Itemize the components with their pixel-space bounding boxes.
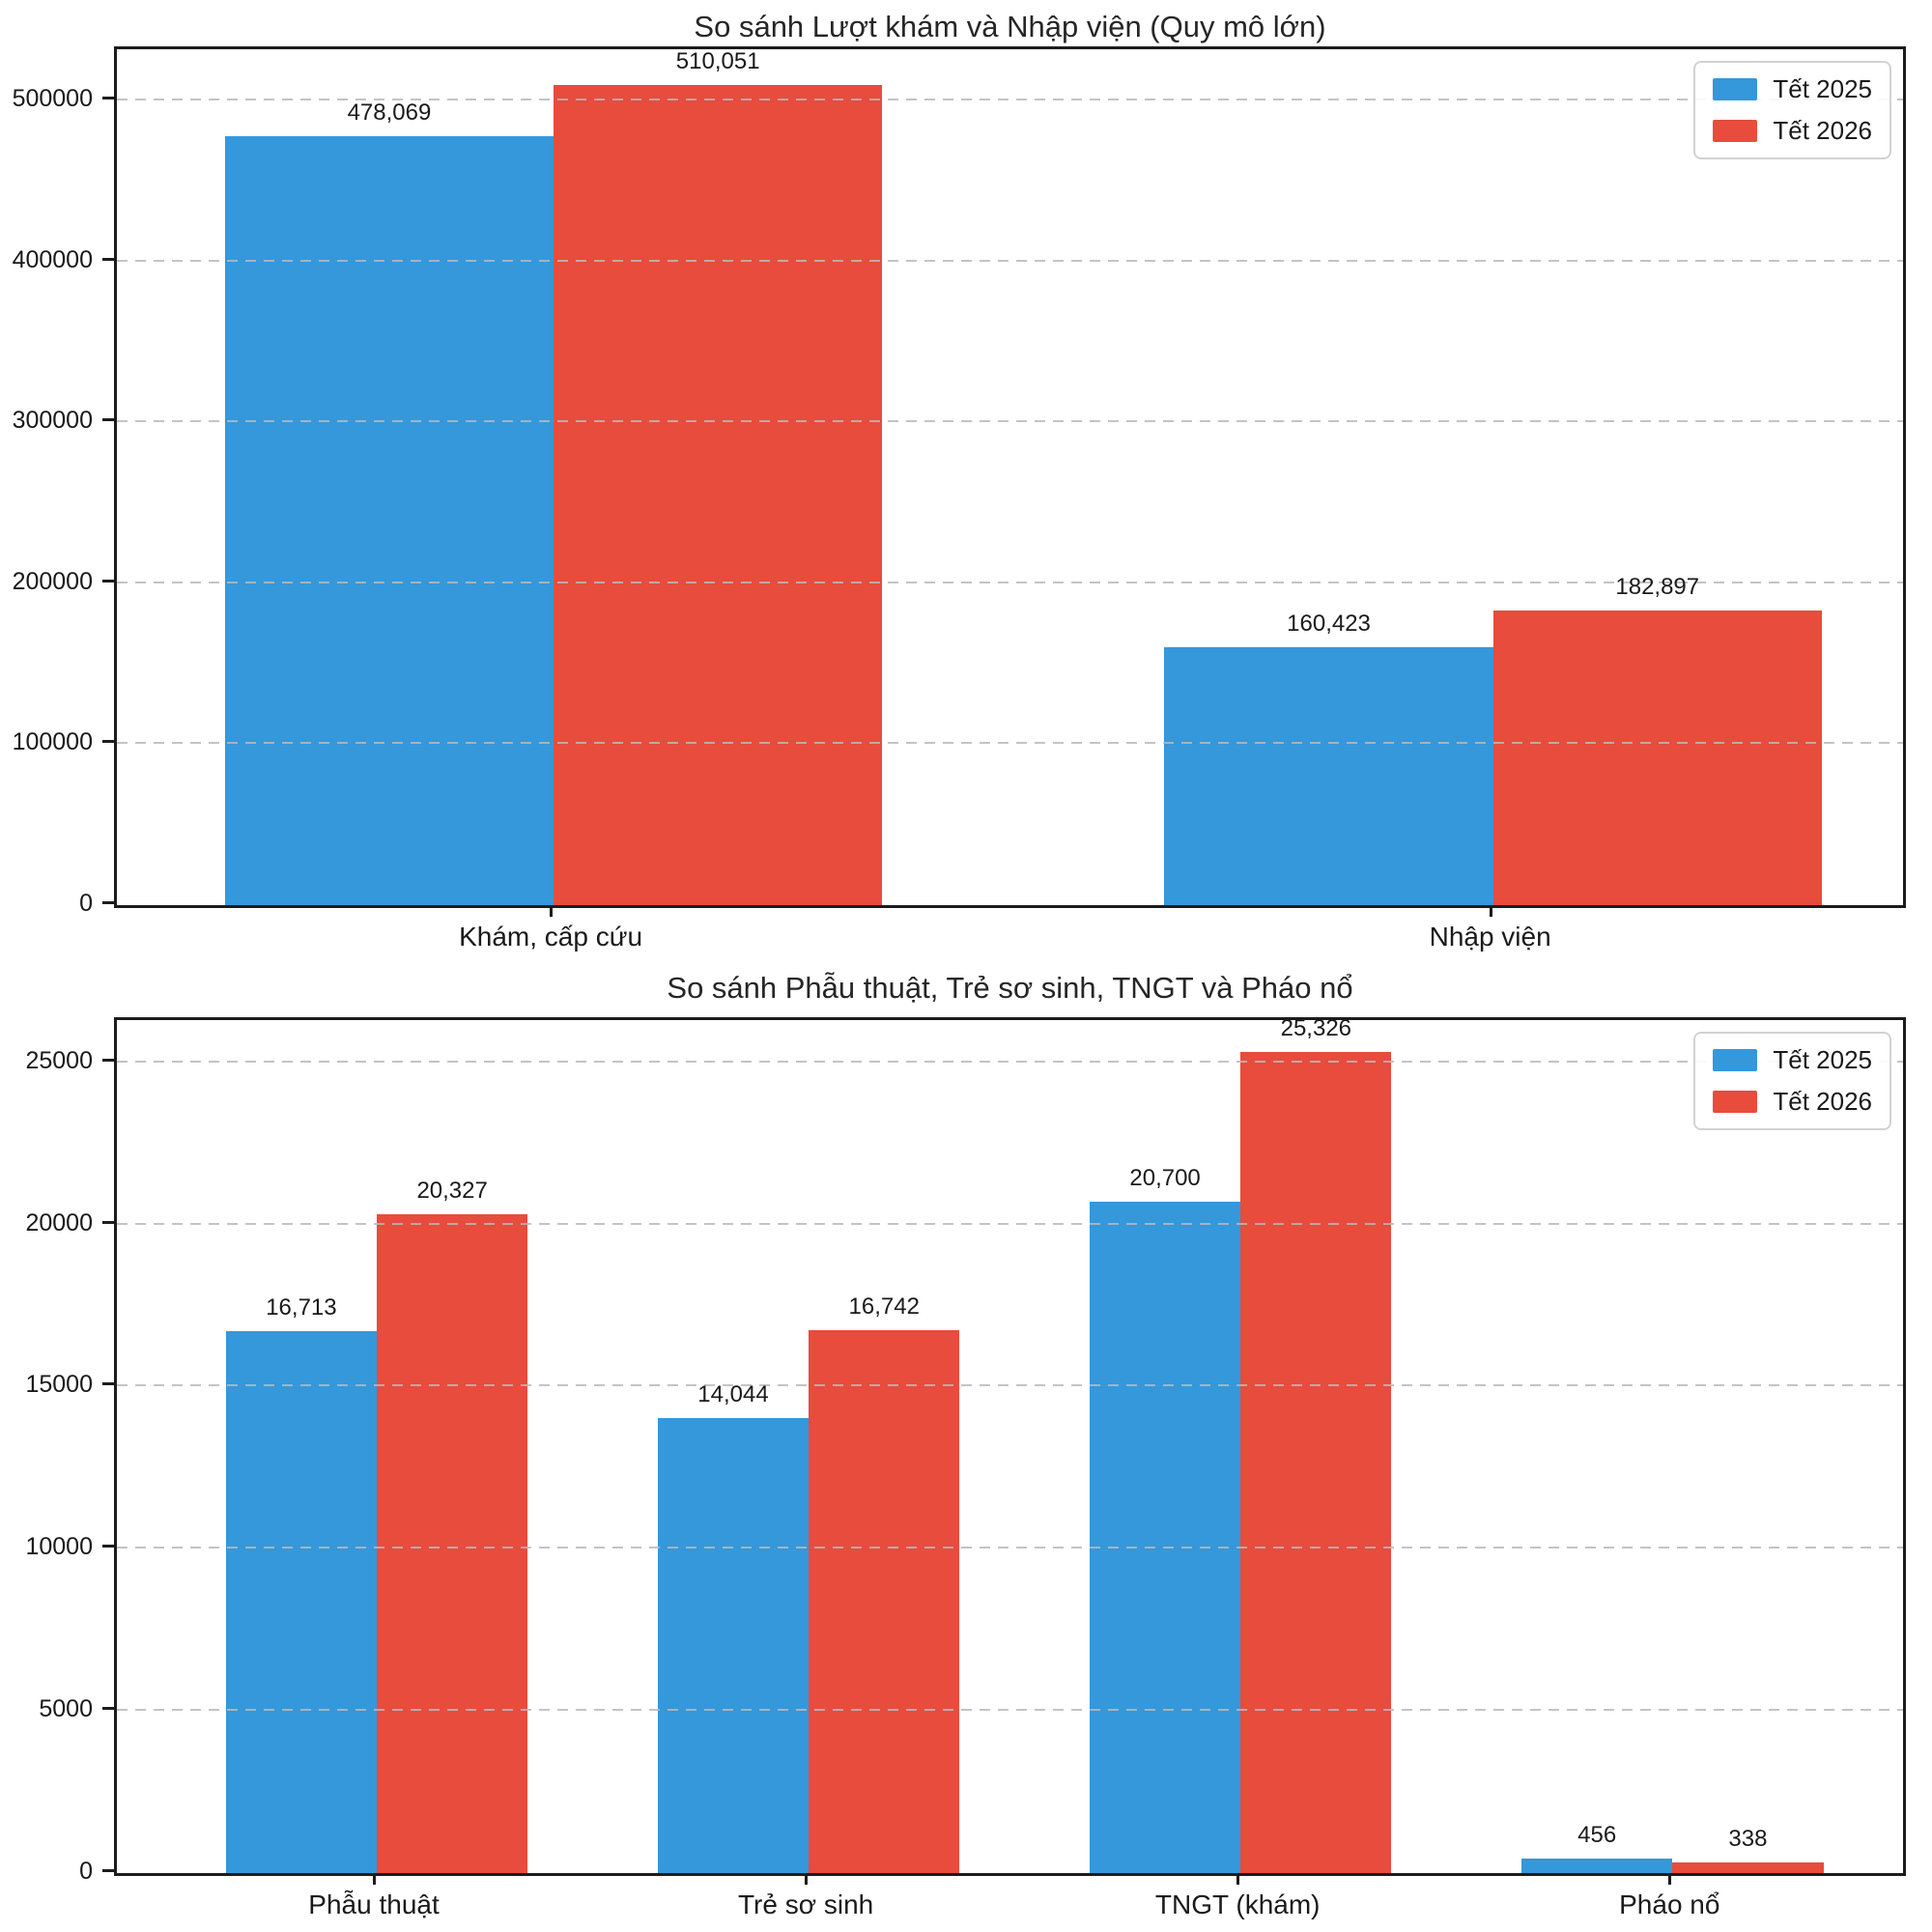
legend-label-1: Tết 2026 — [1773, 116, 1872, 145]
y-tick-label: 10000 — [25, 1533, 93, 1561]
y-tick-label: 5000 — [39, 1695, 93, 1723]
y-tick-mark — [102, 257, 114, 261]
x-tick-mark — [373, 1873, 377, 1885]
legend-swatch-1 — [1713, 120, 1758, 142]
x-tick-label-1: Trẻ sơ sinh — [737, 1889, 874, 1919]
y-tick-mark — [102, 1545, 114, 1548]
bar-value-label: 478,069 — [347, 99, 432, 126]
x-tick-mark — [1668, 1873, 1672, 1885]
bar-value-label: 16,742 — [848, 1293, 920, 1320]
legend-entry-1: Tết 2026 — [1713, 1087, 1872, 1117]
y-tick-label: 20000 — [25, 1208, 93, 1236]
bars-layer — [117, 1020, 1903, 1873]
legend-swatch-0 — [1713, 1049, 1758, 1071]
x-tick-label-1: Nhập viện — [1429, 922, 1551, 952]
x-tick-mark — [805, 1873, 809, 1885]
bars-layer — [117, 49, 1903, 905]
bar-tết-2025-0 — [225, 1330, 378, 1873]
y-tick-mark — [102, 1220, 114, 1224]
x-tick-mark — [1236, 1873, 1240, 1885]
legend-entry-1: Tết 2026 — [1713, 116, 1872, 146]
bar-value-label: 160,423 — [1287, 610, 1371, 637]
bar-value-label: 16,713 — [266, 1293, 337, 1321]
y-tick-mark — [102, 97, 114, 100]
bar-value-label: 20,327 — [416, 1177, 488, 1204]
y-tick-mark — [102, 1869, 114, 1872]
bar-tết-2025-1 — [1164, 646, 1493, 905]
x-tick-mark — [1489, 905, 1492, 917]
bar-tết-2026-2 — [1240, 1051, 1392, 1873]
y-tick-mark — [102, 1707, 114, 1711]
chart-bottom: So sánh Phẫu thuật, Trẻ sơ sinh, TNGT và… — [0, 966, 1932, 1932]
y-tick-label: 200000 — [12, 567, 93, 595]
bar-value-label: 25,326 — [1280, 1014, 1352, 1041]
legend-swatch-1 — [1713, 1091, 1758, 1113]
value-labels-layer: 16,713 14,044 20,700 456 20,327 16,742 25,326 3… — [117, 1015, 1903, 1873]
bar-tết-2025-1 — [657, 1417, 810, 1873]
bar-value-label: 338 — [1728, 1825, 1768, 1852]
y-tick-label: 300000 — [12, 407, 93, 435]
legend: Tết 2025 Tết 2026 — [1693, 1032, 1891, 1130]
chart-top: So sánh Lượt khám và Nhập viện (Quy mô l… — [12, 10, 1906, 952]
chart-bottom-title: So sánh Phẫu thuật, Trẻ sơ sinh, TNGT và… — [667, 971, 1353, 1005]
bar-tết-2025-2 — [1089, 1202, 1241, 1873]
chart-top-plot-area: 478,069 160,423 510,051 182,897 Tết 2025 Tết… — [114, 46, 1906, 908]
y-tick-mark — [102, 1382, 114, 1386]
chart-bottom-plot-area: 16,713 14,044 20,700 456 20,327 16,742 25,326 3… — [114, 1015, 1906, 1876]
y-tick-label: 0 — [79, 1858, 93, 1885]
y-tick-mark — [102, 901, 114, 904]
bar-tết-2025-3 — [1521, 1858, 1673, 1873]
y-tick-label: 25000 — [25, 1046, 93, 1074]
bar-value-label: 456 — [1577, 1821, 1617, 1848]
bar-value-label: 14,044 — [697, 1380, 769, 1407]
y-tick-label: 15000 — [25, 1371, 93, 1399]
x-tick-label-3: Pháo nổ — [1619, 1889, 1720, 1919]
legend-label-1: Tết 2026 — [1773, 1087, 1872, 1116]
y-tick-mark — [102, 1058, 114, 1062]
x-tick-label-0: Khám, cấp cứu — [459, 922, 643, 952]
bar-tết-2025-0 — [224, 135, 554, 905]
y-tick-label: 100000 — [12, 728, 93, 756]
legend-entry-0: Tết 2025 — [1713, 74, 1872, 104]
x-tick-label-0: Phẫu thuật — [308, 1889, 440, 1919]
bar-tết-2026-1 — [809, 1329, 960, 1873]
y-tick-mark — [102, 579, 114, 582]
y-tick-mark — [102, 740, 114, 744]
y-tick-mark — [102, 418, 114, 422]
y-tick-label: 400000 — [12, 245, 93, 273]
legend-label-0: Tết 2025 — [1773, 74, 1872, 103]
value-labels-layer: 478,069 160,423 510,051 182,897 — [117, 47, 1903, 905]
bar-value-label: 182,897 — [1615, 574, 1700, 601]
bar-value-label: 510,051 — [675, 47, 760, 74]
bar-tết-2026-0 — [377, 1213, 528, 1873]
legend-label-0: Tết 2025 — [1773, 1045, 1872, 1074]
y-tick-label: 0 — [79, 890, 93, 917]
legend-swatch-0 — [1713, 78, 1758, 100]
chart-top-title: So sánh Lượt khám và Nhập viện (Quy mô l… — [694, 10, 1326, 43]
bar-value-label: 20,700 — [1129, 1165, 1201, 1192]
legend-entry-0: Tết 2025 — [1713, 1045, 1872, 1075]
y-tick-label: 500000 — [12, 85, 93, 113]
x-tick-label-2: TNGT (khám) — [1154, 1889, 1321, 1919]
x-tick-mark — [550, 905, 554, 917]
legend: Tết 2025 Tết 2026 — [1693, 61, 1891, 159]
bar-tết-2026-0 — [554, 84, 883, 905]
bar-tết-2026-1 — [1492, 611, 1822, 905]
bar-tết-2026-3 — [1672, 1861, 1824, 1873]
